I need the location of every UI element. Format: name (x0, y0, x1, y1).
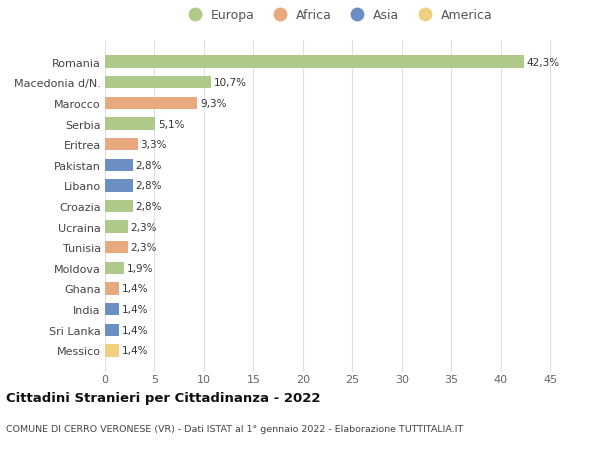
Text: 1,4%: 1,4% (122, 284, 148, 294)
Bar (105, 139, 137, 151)
Bar (105, 324, 119, 336)
Bar (105, 283, 119, 295)
Bar (105, 97, 197, 110)
Bar (105, 201, 133, 213)
Bar (105, 221, 128, 233)
Text: 10,7%: 10,7% (214, 78, 247, 88)
Text: 1,4%: 1,4% (122, 346, 148, 356)
Text: 1,4%: 1,4% (122, 304, 148, 314)
Bar (105, 56, 523, 69)
Bar (105, 118, 155, 130)
Bar (105, 262, 124, 274)
Text: COMUNE DI CERRO VERONESE (VR) - Dati ISTAT al 1° gennaio 2022 - Elaborazione TUT: COMUNE DI CERRO VERONESE (VR) - Dati IST… (6, 425, 463, 433)
Legend: Europa, Africa, Asia, America: Europa, Africa, Asia, America (182, 9, 493, 22)
Text: 2,8%: 2,8% (136, 202, 162, 212)
Text: Cittadini Stranieri per Cittadinanza - 2022: Cittadini Stranieri per Cittadinanza - 2… (6, 392, 320, 405)
Bar (105, 241, 128, 254)
Bar (105, 180, 133, 192)
Text: 42,3%: 42,3% (526, 57, 560, 67)
Bar (105, 344, 119, 357)
Text: 1,9%: 1,9% (127, 263, 153, 273)
Text: 1,4%: 1,4% (122, 325, 148, 335)
Bar (105, 159, 133, 172)
Text: 5,1%: 5,1% (158, 119, 185, 129)
Text: 9,3%: 9,3% (200, 99, 226, 109)
Text: 2,8%: 2,8% (136, 160, 162, 170)
Text: 2,3%: 2,3% (131, 222, 157, 232)
Bar (105, 77, 211, 89)
Bar (105, 303, 119, 316)
Text: 2,3%: 2,3% (131, 243, 157, 253)
Text: 2,8%: 2,8% (136, 181, 162, 191)
Text: 3,3%: 3,3% (140, 140, 167, 150)
